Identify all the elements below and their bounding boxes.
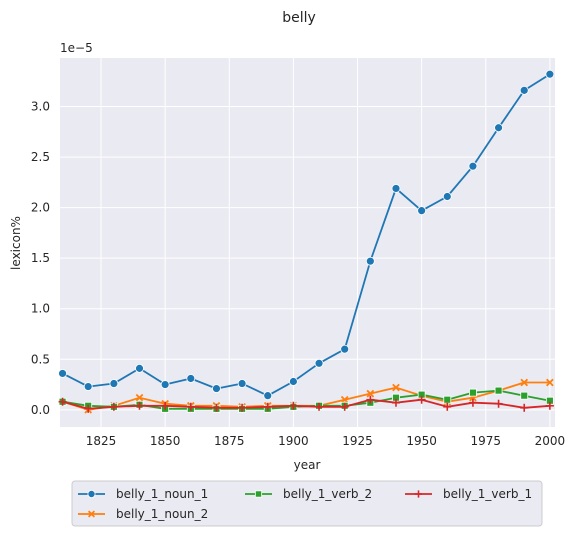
data-point	[392, 383, 400, 392]
data-point	[263, 391, 273, 401]
data-point	[160, 380, 170, 389]
legend-label: belly_1_verb_2	[283, 487, 372, 501]
data-point	[443, 395, 452, 404]
x-tick-label: 1900	[278, 434, 309, 448]
x-tick-label: 1975	[470, 434, 501, 448]
data-point	[83, 382, 93, 391]
marker-stroke	[392, 383, 400, 392]
series-belly_1_noun_1	[58, 69, 555, 401]
y-tick-label: 1.0	[31, 302, 50, 316]
data-point	[186, 374, 196, 383]
y-tick-label: 2.5	[31, 150, 50, 164]
grid-lines	[60, 58, 555, 427]
y-tick-label: 3.0	[31, 100, 50, 114]
data-point	[442, 192, 452, 201]
legend-marker	[87, 510, 96, 518]
y-axis-label: lexicon%	[9, 216, 23, 270]
x-tick-label: 2000	[535, 434, 566, 448]
data-point	[237, 379, 247, 388]
y-tick-label: 0.0	[31, 403, 50, 417]
y-tick-label: 2.0	[31, 201, 50, 215]
data-point	[545, 401, 554, 410]
chart-title: belly	[282, 10, 316, 26]
series-line	[62, 398, 550, 410]
marker-stroke	[87, 510, 96, 518]
data-point	[58, 369, 67, 378]
marker-stroke	[340, 395, 349, 404]
marker-stroke	[135, 393, 144, 402]
data-point	[161, 401, 170, 410]
legend-entry: belly_1_verb_2	[245, 487, 372, 501]
data-point	[469, 388, 477, 397]
x-tick-label: 1850	[150, 434, 181, 448]
data-point	[340, 344, 350, 354]
data-point	[289, 401, 298, 410]
data-point	[545, 69, 555, 79]
data-point	[314, 358, 324, 368]
data-point	[238, 403, 247, 412]
data-point	[546, 378, 554, 387]
legend: belly_1_noun_1 belly_1_verb_2 belly_1_verb…	[71, 480, 543, 527]
legend-marker	[254, 490, 263, 498]
data-point	[135, 393, 144, 402]
legend-label: belly_1_noun_2	[116, 507, 208, 521]
legend-marker	[414, 490, 423, 498]
y-tick-label: 0.5	[31, 352, 50, 366]
data-point	[520, 391, 529, 400]
data-point	[135, 401, 144, 410]
data-point	[417, 206, 427, 216]
data-point	[288, 377, 298, 386]
legend-box	[71, 480, 543, 527]
data-point	[494, 386, 503, 395]
x-axis-label: year	[294, 458, 321, 472]
marker-stroke	[366, 389, 375, 398]
legend-label: belly_1_noun_1	[116, 487, 208, 501]
series-line	[62, 73, 551, 397]
data-point	[212, 403, 221, 412]
data-point	[58, 397, 67, 406]
x-tick-label: 1875	[214, 434, 245, 448]
data-point	[186, 402, 195, 411]
data-point	[443, 402, 452, 411]
data-point	[263, 402, 272, 411]
legend-label: belly_1_verb_1	[443, 487, 532, 501]
data-point	[417, 395, 426, 404]
legend-entry: belly_1_verb_1	[405, 487, 532, 501]
data-point	[391, 184, 401, 193]
marker-stroke	[546, 378, 554, 387]
data-point	[365, 256, 375, 266]
x-axis-ticks: 1825 1850 1875 1900 1925 1950 1975 2000	[86, 434, 565, 448]
data-point	[468, 161, 478, 171]
data-point	[366, 389, 375, 398]
data-point	[519, 85, 529, 95]
marker-stroke	[520, 378, 529, 387]
y-tick-label: 1.5	[31, 251, 50, 265]
data-point	[315, 402, 324, 411]
data-point	[391, 398, 400, 407]
data-point	[366, 395, 375, 404]
data-point	[340, 402, 349, 411]
data-point	[135, 363, 144, 373]
data-point	[84, 404, 93, 413]
data-point	[109, 379, 119, 388]
legend-entry: belly_1_noun_2	[78, 507, 208, 521]
data-point	[340, 395, 349, 404]
data-point	[520, 403, 529, 412]
legend-entry: belly_1_noun_1	[78, 487, 208, 501]
series-belly_1_verb_1	[58, 395, 554, 413]
data-point	[468, 398, 477, 407]
data-point	[494, 399, 503, 408]
x-tick-label: 1925	[342, 434, 373, 448]
data-point	[212, 384, 221, 393]
y-axis-ticks: 0.0 0.5 1.0 1.5 2.0 2.5 3.0	[31, 100, 50, 417]
series-layer	[58, 69, 555, 414]
x-tick-label: 1825	[86, 434, 117, 448]
y-offset-label: 1e−5	[60, 41, 93, 55]
x-tick-label: 1950	[406, 434, 437, 448]
data-point	[494, 123, 503, 133]
data-point	[520, 378, 529, 387]
data-point	[109, 402, 118, 411]
legend-marker	[87, 489, 96, 498]
